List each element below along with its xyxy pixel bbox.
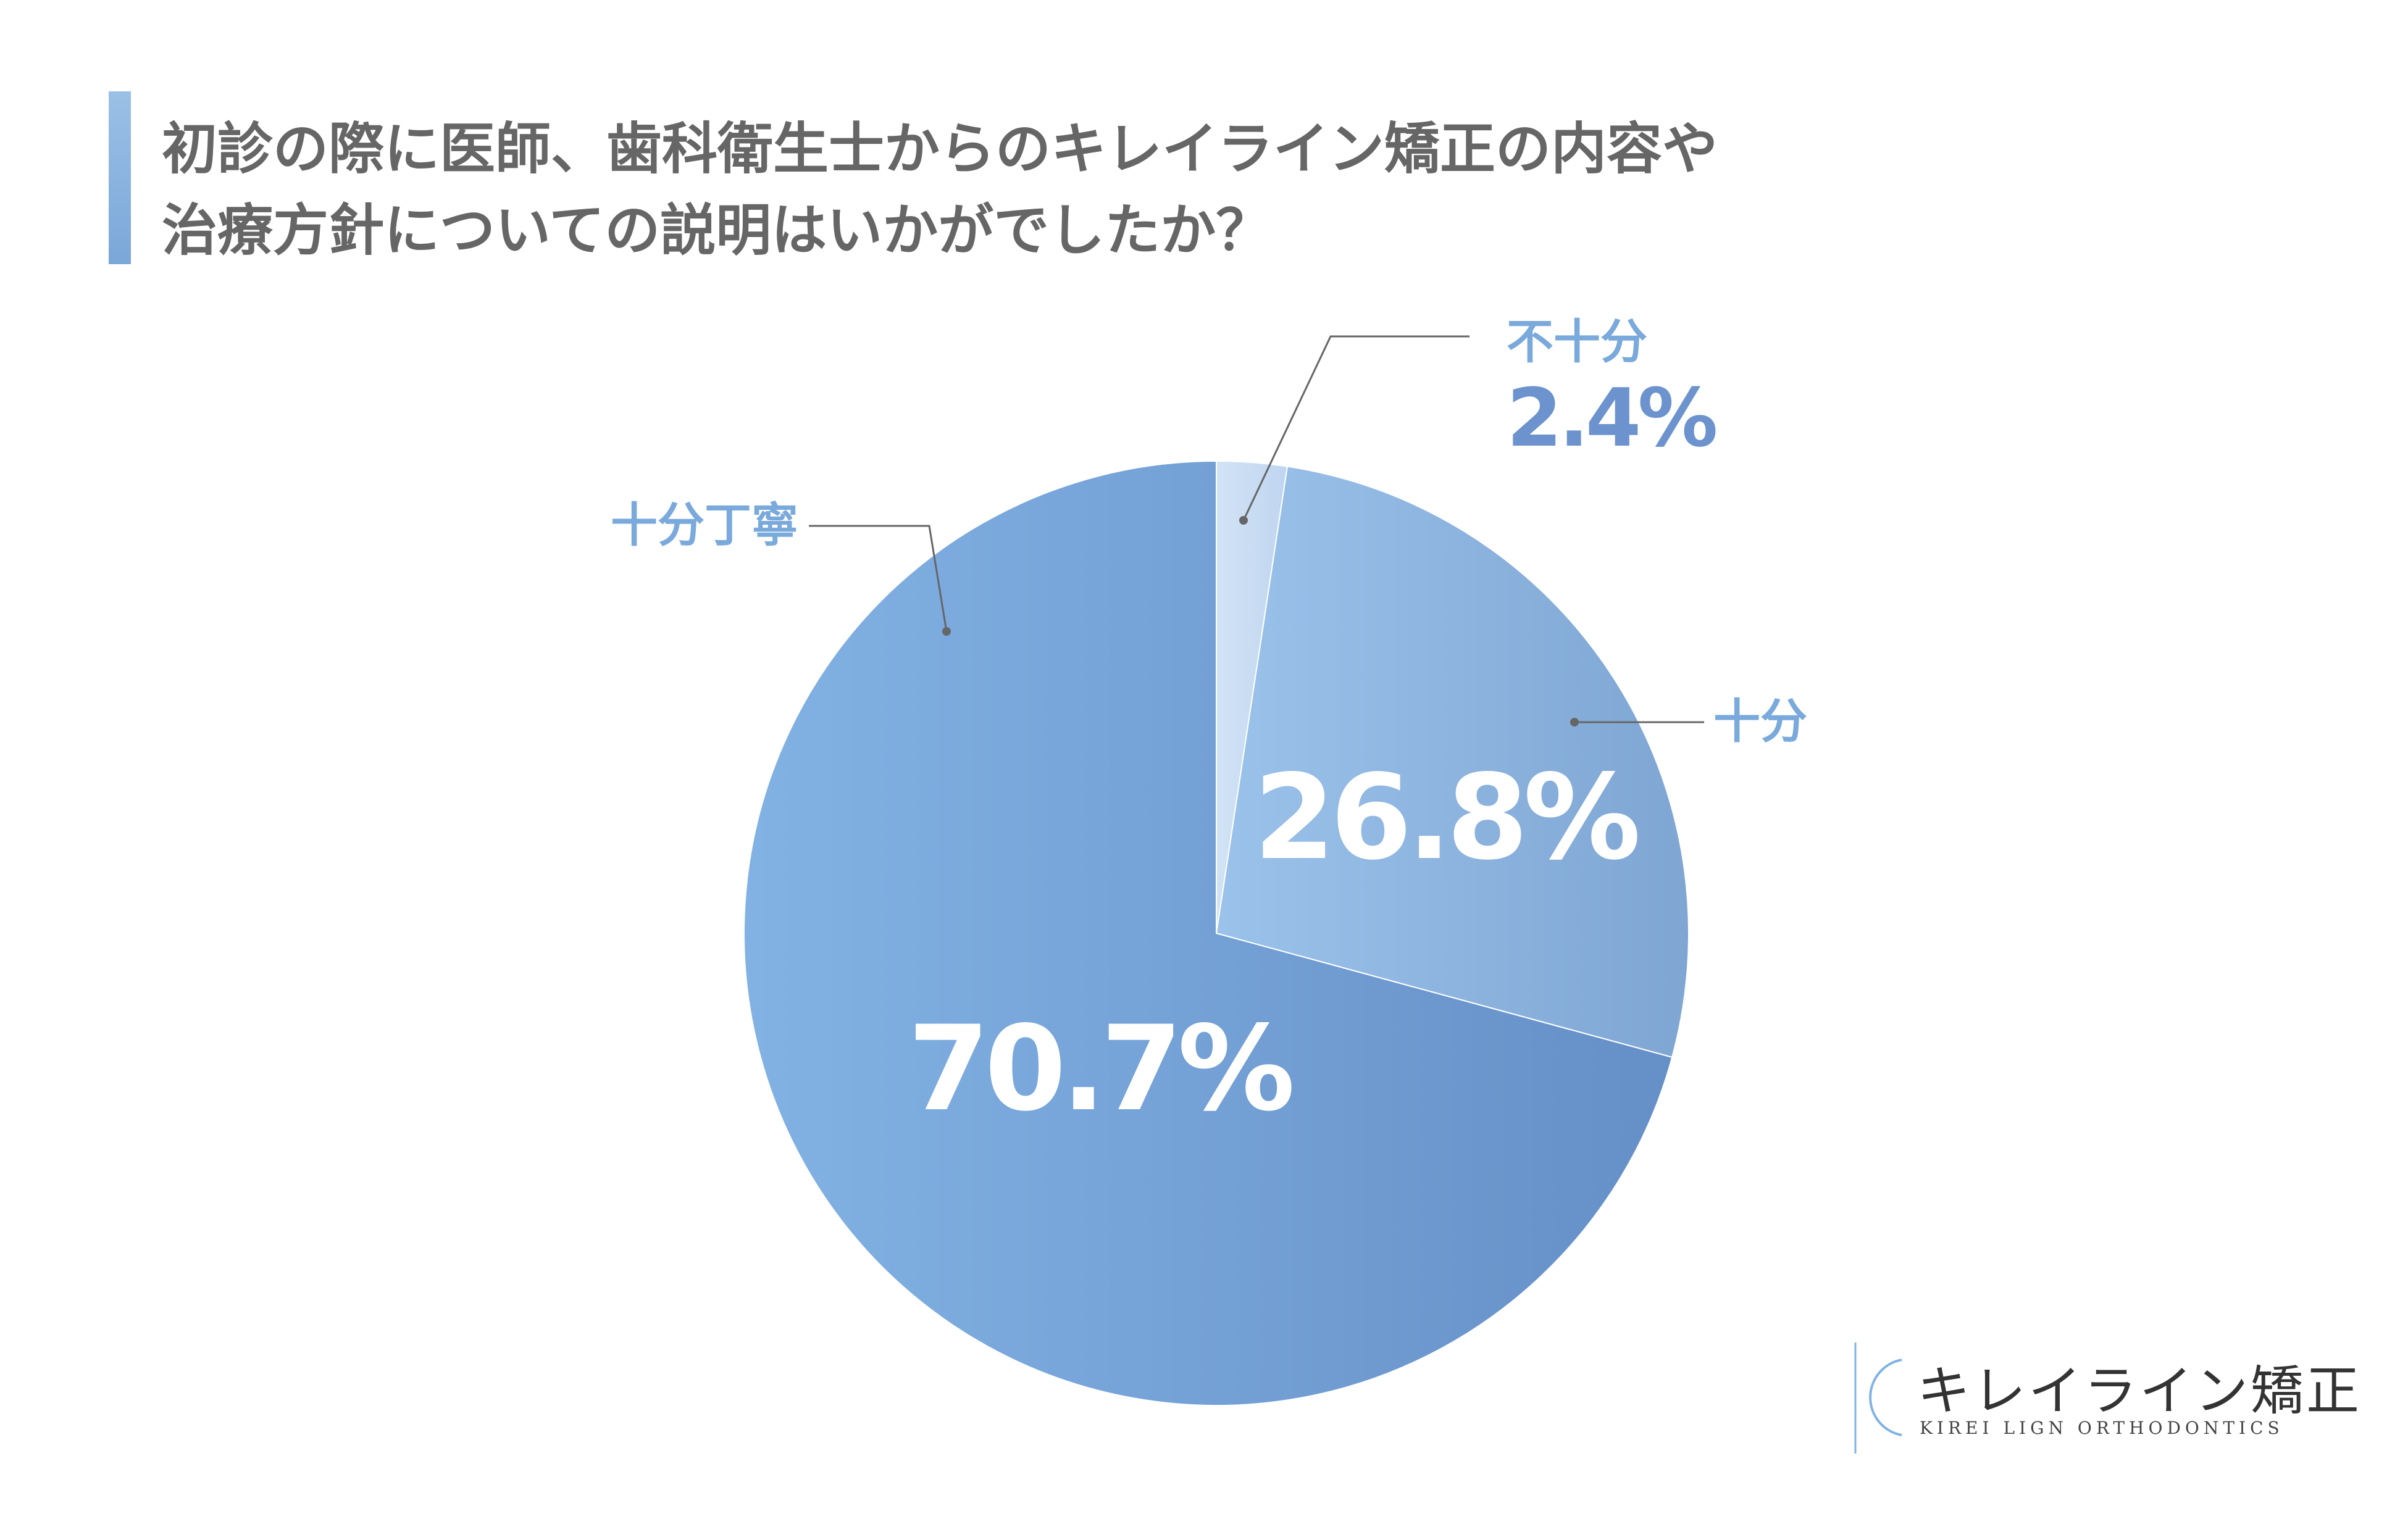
leader-dot-2 [1570, 718, 1579, 726]
value-label-1: 2.4% [1507, 371, 1716, 465]
category-label-3: 十分丁寧 [611, 497, 798, 552]
leader-line-3 [809, 525, 948, 632]
logo-mark-icon [1854, 1343, 1902, 1454]
chart-title-line-1: 初診の際に医師、歯科衛生士からのキレイライン矯正の内容や [162, 117, 1718, 181]
logo-subtitle: KIREI LIGN ORTHODONTICS [1920, 1418, 2284, 1438]
leader-dot-1 [1239, 516, 1248, 525]
value-label-3: 70.7% [908, 1001, 1292, 1137]
category-label-1: 不十分 [1507, 314, 1647, 369]
pie-slice-3 [743, 460, 1673, 1406]
chart-title: 初診の際に医師、歯科衛生士からのキレイライン矯正の内容や 治療方針についての説明… [162, 109, 2014, 272]
logo-name: キレイライン矯正 [1917, 1360, 2362, 1422]
leader-line-1 [1242, 335, 1469, 521]
chart-title-line-2: 治療方針についての説明はいかがでしたか？ [162, 198, 1272, 263]
pie-slice-2 [1215, 465, 1689, 1059]
category-label-2: 十分 [1713, 694, 1807, 749]
value-label-2: 26.8% [1253, 749, 1637, 886]
brand-logo: キレイライン矯正 KIREI LIGN ORTHODONTICS [1843, 1343, 2359, 1454]
title-accent-bar [109, 91, 131, 264]
leader-dot-3 [942, 627, 951, 636]
